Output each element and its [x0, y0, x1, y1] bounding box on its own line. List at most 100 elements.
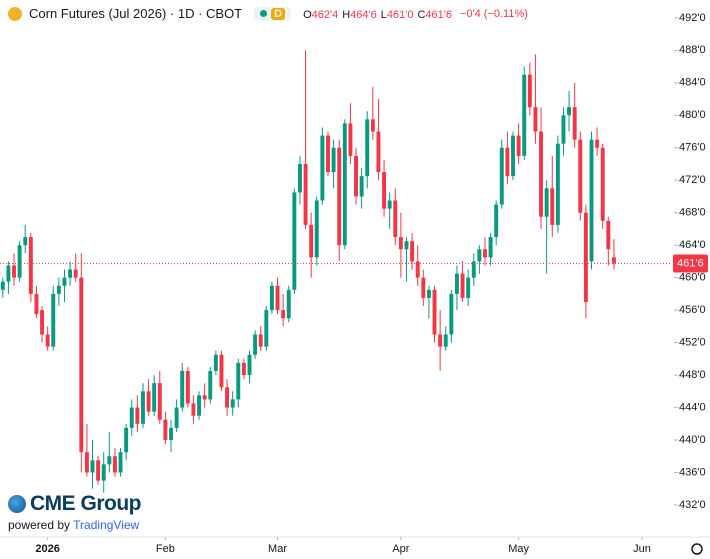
candle-body — [516, 135, 521, 156]
candle-body — [303, 163, 308, 225]
candle-body — [595, 139, 600, 148]
candle-body — [426, 289, 431, 298]
candle-body — [443, 334, 448, 347]
provider: TradingView — [73, 518, 140, 532]
candle-body — [163, 419, 168, 441]
candle-body — [107, 456, 112, 465]
candle-body — [438, 334, 443, 347]
symbol-title: Corn Futures (Jul 2026) · 1D · CBOT — [29, 6, 243, 21]
candle-body — [213, 354, 218, 372]
candle-body — [410, 241, 415, 262]
candle-body — [611, 257, 616, 264]
symbol-icon — [8, 6, 22, 21]
candle-body — [34, 293, 39, 315]
y-tick-label: 432'0 — [679, 499, 706, 511]
y-tick-label: 452'0 — [679, 337, 706, 349]
candle-body — [236, 362, 241, 400]
candle-body — [174, 407, 179, 428]
candle-body — [202, 395, 207, 400]
legend-item: C461'6 — [417, 9, 452, 21]
candle-body — [157, 383, 162, 420]
legend-key: C — [417, 9, 426, 21]
candle-body — [550, 188, 555, 225]
candle-body — [522, 74, 527, 156]
candle-body — [101, 464, 106, 481]
candle-body — [230, 399, 235, 408]
legend-key: H — [342, 9, 351, 21]
candle-body — [432, 289, 437, 335]
candle-body — [398, 237, 403, 250]
logo-icon — [8, 495, 26, 513]
candle-body — [382, 172, 387, 209]
header: Corn Futures (Jul 2026) · 1D · CBOT D O4… — [8, 6, 528, 21]
y-tick-label: 444'0 — [679, 401, 706, 413]
y-tick-label: 456'0 — [679, 304, 706, 316]
y-tick-label: 480'0 — [679, 109, 706, 121]
candle-body — [494, 204, 499, 238]
candle-body — [23, 237, 28, 246]
candle-body — [12, 265, 16, 278]
powered-by: powered by TradingView — [8, 518, 141, 532]
last-price-box — [673, 254, 708, 273]
candle-body — [112, 456, 117, 473]
candle-body — [561, 115, 566, 144]
y-tick-label: 484'0 — [679, 77, 706, 89]
candle-body — [45, 334, 50, 347]
candle-body — [539, 131, 544, 217]
candle-body — [62, 277, 67, 286]
candle-body — [511, 135, 515, 177]
legend-value: 461'0 — [386, 9, 414, 21]
candle-body — [28, 237, 33, 294]
legend-item: O462'4 — [303, 9, 338, 21]
candle-body — [73, 269, 78, 278]
candle-body — [309, 224, 314, 258]
candle-body — [387, 200, 392, 209]
candle-body — [146, 391, 151, 412]
candle-body — [527, 74, 532, 108]
candle-body — [606, 220, 611, 250]
candle-body — [51, 293, 56, 347]
candle-body — [208, 371, 213, 400]
logo-text: CME Group — [30, 492, 142, 515]
candle-body — [197, 395, 201, 416]
legend-key: O — [303, 9, 312, 21]
candle-body — [169, 427, 173, 441]
candle-body — [404, 241, 409, 250]
candle-body — [477, 249, 482, 262]
y-tick-label: 476'0 — [679, 142, 706, 154]
candle-body — [359, 176, 364, 197]
candle-body — [253, 334, 258, 355]
candle-body — [600, 147, 605, 221]
candle-body — [269, 285, 274, 311]
candle-body — [376, 131, 381, 173]
candle-body — [454, 273, 459, 294]
candle-body — [488, 237, 493, 258]
candle-body — [297, 163, 302, 193]
candle-body — [191, 403, 196, 416]
x-tick-label: Feb — [156, 543, 175, 555]
candle-body — [533, 107, 538, 132]
candle-body — [79, 277, 84, 453]
candle-body — [421, 277, 426, 298]
candle-body — [483, 249, 487, 258]
candle-body — [342, 123, 347, 246]
y-tick-label: 440'0 — [679, 434, 706, 446]
change: −0'4 (−0.11%) — [459, 7, 528, 20]
candle-body — [275, 285, 280, 311]
settings-icon[interactable] — [691, 543, 703, 555]
candle-body — [264, 310, 269, 347]
candle-body — [281, 310, 286, 319]
candle-body — [370, 119, 375, 132]
candle-body — [225, 387, 230, 408]
candle-body — [286, 289, 291, 319]
y-tick-label: 472'0 — [679, 174, 706, 186]
status-badge[interactable]: D — [254, 6, 292, 21]
candle-body — [555, 143, 560, 225]
y-tick-label: 468'0 — [679, 207, 706, 219]
candle-body — [348, 123, 353, 156]
status-dot — [260, 10, 268, 17]
logo: CME Group — [8, 492, 142, 516]
candle-body — [258, 334, 263, 347]
legend-item: L461'0 — [381, 9, 414, 21]
candle-body — [6, 265, 11, 282]
